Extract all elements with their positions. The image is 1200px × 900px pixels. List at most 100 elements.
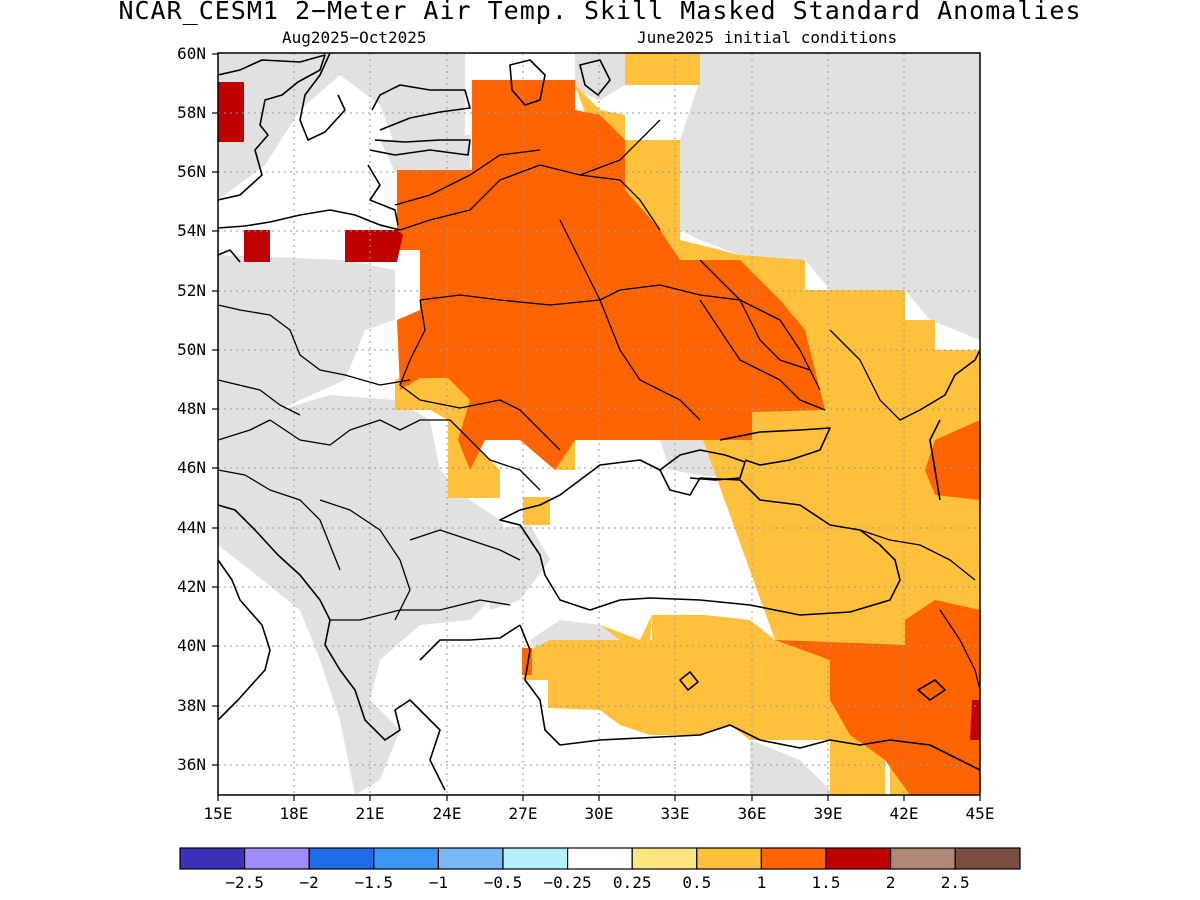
coast-onega: [579, 59, 611, 96]
map-area: [218, 53, 980, 795]
border-hungary: [269, 419, 381, 446]
coast-azov: [719, 427, 831, 466]
coast-gulf-finland: [371, 84, 471, 131]
legend-swatch-11: [889, 847, 956, 870]
lat-label-36n: 36N: [177, 755, 206, 774]
legend-label-1: −2: [299, 873, 319, 892]
legend-label-9: 1.5: [811, 873, 841, 892]
lat-label-42n: 42N: [177, 577, 206, 596]
lat-label-54n: 54N: [177, 221, 206, 240]
coast-gulf-bothnia: [299, 53, 346, 141]
legend-colorbar: [179, 847, 1021, 870]
border-poland-west: [218, 304, 411, 386]
axis-ticks: [212, 53, 981, 801]
river-dnieper: [559, 219, 701, 421]
coast-italy: [218, 559, 271, 721]
legend-swatch-12: [954, 847, 1021, 870]
coast-poland: [218, 209, 401, 231]
anom-1-east-turkey: [775, 600, 980, 795]
lat-label-46n: 46N: [177, 458, 206, 477]
anomaly-1-5-regions: [218, 82, 980, 740]
lon-label-24e: 24E: [432, 804, 462, 823]
lat-label-58n: 58N: [177, 103, 206, 122]
lat-label-44n: 44N: [177, 518, 206, 537]
coast-baltic-east: [369, 139, 471, 156]
anomaly-1-regions: [397, 80, 980, 795]
river-don: [699, 259, 811, 371]
lat-label-40n: 40N: [177, 636, 206, 655]
border-russia-kaz: [829, 329, 921, 421]
legend-swatch-2: [308, 847, 375, 870]
lat-label-60n: 60N: [177, 44, 206, 63]
lon-label-15e: 15E: [203, 804, 233, 823]
lon-label-18e: 18E: [279, 804, 309, 823]
border-bulgaria: [409, 529, 521, 561]
legend-swatch-1: [244, 847, 310, 870]
legend-label-7: 0.5: [682, 873, 712, 892]
anom-15-kaliningrad: [345, 230, 403, 262]
initial-conditions: June2025 initial conditions: [637, 28, 898, 47]
anom-15-sweden: [218, 82, 244, 142]
border-baltics: [394, 149, 541, 206]
legend-swatch-8: [696, 847, 762, 870]
mask-central-europe: [218, 255, 395, 430]
legend-swatch-5: [502, 847, 569, 870]
coast-latvia: [367, 164, 399, 226]
lon-label-30e: 30E: [584, 804, 614, 823]
legend-swatch-0: [179, 847, 246, 870]
legend-swatch-6: [566, 847, 633, 870]
coast-denmark: [218, 249, 241, 263]
lon-label-39e: 39E: [813, 804, 843, 823]
legend-label-8: 1: [756, 873, 767, 892]
lon-label-33e: 33E: [660, 804, 690, 823]
border-greece-north: [330, 599, 511, 621]
anom-1-caucasus: [925, 420, 980, 500]
lon-label-45e: 45E: [965, 804, 995, 823]
lon-label-27e: 27E: [508, 804, 538, 823]
legend-label-2: −1.5: [354, 873, 394, 892]
lat-label-52n: 52N: [177, 281, 206, 300]
lat-label-38n: 38N: [177, 696, 206, 715]
coast-aegean-north: [419, 624, 521, 661]
legend-label-11: 2.5: [940, 873, 970, 892]
mask-russia-north: [575, 53, 625, 100]
coast-turkey-south: [729, 724, 980, 771]
legend-label-10: 2: [885, 873, 896, 892]
border-czech: [218, 379, 301, 416]
anom-15-baltic-sea: [244, 230, 270, 262]
lon-label-21e: 21E: [355, 804, 385, 823]
coast-black-sea: [499, 459, 901, 616]
legend-swatch-10: [825, 847, 892, 870]
legend-label-4: −0.5: [483, 873, 523, 892]
coast-ladoga: [509, 59, 546, 106]
border-russia-belarus-east: [579, 119, 661, 176]
coast-crimea: [659, 449, 746, 481]
forecast-period: Aug2025−Oct2025: [282, 28, 427, 47]
coast-turkey-west: [519, 624, 731, 746]
mask-russia-east: [680, 53, 980, 340]
legend-swatch-9: [760, 847, 827, 870]
mask-turkey-east: [750, 740, 830, 795]
border-austria: [218, 419, 271, 441]
lon-label-42e: 42E: [889, 804, 919, 823]
legend-label-6: 0.25: [612, 873, 652, 892]
borders: [218, 119, 980, 691]
legend-swatch-4: [437, 847, 504, 870]
coast-caspian: [919, 349, 980, 411]
border-georgia: [859, 529, 976, 581]
border-slovenia-croatia: [218, 469, 341, 571]
lat-label-48n: 48N: [177, 399, 206, 418]
chart-title: NCAR_CESM1 2−Meter Air Temp. Skill Maske…: [118, 0, 1082, 25]
legend-label-0: −2.5: [225, 873, 264, 892]
border-ukraine-north: [419, 284, 821, 391]
legend-swatch-3: [373, 847, 439, 870]
coast-caspian-2: [929, 419, 941, 501]
legend-swatch-7: [631, 847, 698, 870]
lat-label-50n: 50N: [177, 340, 206, 359]
coastlines: [218, 53, 980, 791]
mask-balkans-south: [480, 525, 550, 610]
border-romania: [379, 419, 541, 491]
mask-alps-balkans: [218, 395, 520, 795]
coast-adriatic-east: [218, 504, 446, 791]
